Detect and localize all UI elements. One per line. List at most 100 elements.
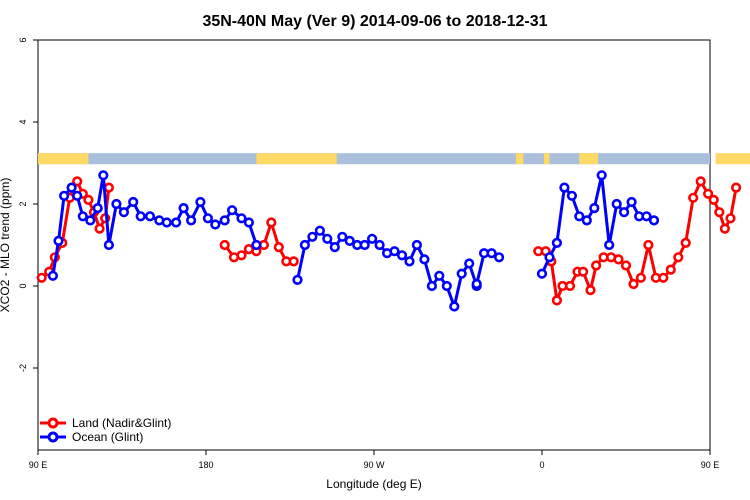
land-point-2-19 [665,264,676,275]
ocean-point-0-7 [92,203,103,214]
land-point-1-7 [273,242,284,253]
ocean-point-3-14 [641,211,652,222]
ocean-point-1-22 [456,268,467,279]
ocean-point-1-7 [344,235,355,246]
ocean-point-0-22 [210,219,221,230]
ocean-point-1-19 [434,270,445,281]
ocean-point-1-6 [337,231,348,242]
ocean-point-0-18 [178,203,189,214]
land-point-2-18 [658,272,669,283]
ocean-point-1-17 [419,254,430,265]
ocean-point-1-18 [426,280,438,292]
ocean-point-0-20 [195,196,206,208]
land-point-2-20 [673,252,684,263]
ocean-point-0-21 [202,213,213,224]
land-point-2-8 [585,285,596,296]
land-band-segment-4 [579,153,598,165]
ocean-point-1-5 [329,242,340,253]
ocean-point-0-4 [72,190,83,201]
x-tick-label-2: 90 W [363,460,385,470]
land-point-1-0 [219,239,230,251]
y-tick-label-4: 6 [18,37,28,42]
y-tick-label-1: 0 [18,283,28,288]
ocean-point-0-6 [85,215,96,226]
ocean-point-0-24 [227,205,238,216]
land-point-2-22 [688,192,699,203]
ocean-point-3-5 [574,211,585,222]
series-layer [36,170,742,312]
land-band-segment-2 [515,153,524,165]
ocean-point-1-9 [359,239,370,251]
legend-marker-ocean [47,431,59,443]
land-point-0-7 [83,194,94,205]
ocean-point-0-19 [186,215,197,226]
land-point-2-15 [635,272,647,283]
land-point-0-0 [36,272,47,283]
ocean-point-1-4 [322,233,333,244]
land-point-2-9 [590,260,602,271]
x-tick-label-0: 90 E [29,460,48,470]
ocean-point-3-4 [566,190,578,201]
legend-label-ocean: Ocean (Glint) [72,430,143,444]
ocean-series-line-3 [540,173,655,275]
ocean-point-1-14 [396,250,408,261]
legend-label-land: Land (Nadir&Glint) [72,416,171,430]
y-tick-label-0: -2 [18,364,28,372]
land-point-2-21 [680,237,691,248]
ocean-point-0-3 [66,182,77,193]
land-band-segment-1 [256,153,337,165]
land-point-2-7 [577,266,589,277]
ocean-point-0-17 [171,217,182,228]
land-point-2-29 [730,182,742,193]
ocean-point-3-15 [648,215,660,226]
land-band-segment-5 [715,153,750,165]
ocean-point-0-2 [58,190,70,201]
ocean-point-1-0 [292,274,303,286]
land-point-2-24 [702,188,714,199]
ocean-point-0-23 [219,215,230,226]
ocean-point-3-0 [536,268,548,279]
ocean-point-0-9 [103,239,114,251]
land-point-0-11 [103,182,114,193]
y-axis-label: XCO2 - MLO trend (ppm) [0,178,12,313]
ocean-point-2-0 [471,278,482,290]
ocean-point-0-8 [98,170,109,181]
ocean-point-1-3 [314,225,326,236]
land-point-1-6 [266,217,277,228]
land-point-1-9 [288,256,299,267]
ocean-point-3-3 [559,182,570,193]
land-point-2-14 [628,278,639,290]
y-axis: -2 0 2 4 6 [18,37,38,372]
land-point-1-2 [236,250,247,261]
ocean-point-3-6 [581,215,592,226]
ocean-point-1-23 [464,258,475,269]
ocean-point-3-2 [551,237,563,248]
ocean-band [38,153,710,165]
ocean-point-1-13 [389,246,400,257]
y-tick-label-3: 4 [18,119,28,124]
ocean-point-0-26 [243,217,254,228]
ocean-point-0-1 [53,235,64,246]
land-point-2-28 [725,213,736,224]
legend-marker-land [47,417,59,429]
ocean-point-3-1 [544,252,555,263]
ocean-point-1-1 [299,239,311,251]
land-point-2-16 [643,239,654,251]
ocean-point-1-15 [404,256,415,267]
x-tick-label-4: 90 E [701,460,720,470]
x-tick-label-1: 180 [198,460,213,470]
x-axis-label: Longitude (deg E) [326,477,421,491]
land-point-2-12 [613,254,624,265]
x-tick-label-3: 0 [539,460,544,470]
ocean-point-0-10 [111,198,122,210]
ocean-point-1-20 [441,280,452,292]
ocean-point-1-2 [307,231,318,242]
land-band-segment-3 [543,153,550,165]
land-ocean-band [38,153,750,165]
land-point-0-9 [94,223,105,234]
ocean-point-0-16 [161,217,172,228]
land-point-2-5 [564,280,576,292]
land-point-0-5 [72,176,83,187]
